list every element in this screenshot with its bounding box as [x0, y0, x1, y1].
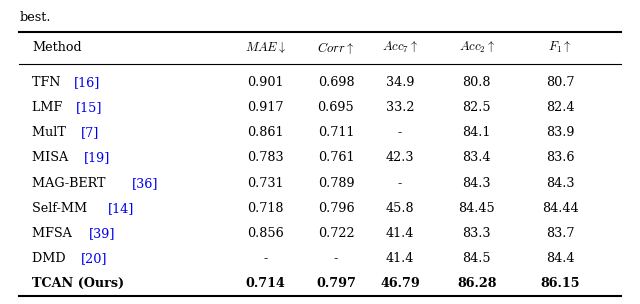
Text: 83.4: 83.4	[463, 151, 491, 164]
Text: $Acc_7\uparrow$: $Acc_7\uparrow$	[382, 40, 418, 55]
Text: -: -	[264, 252, 268, 265]
Text: MFSA: MFSA	[32, 227, 76, 240]
Text: 0.856: 0.856	[247, 227, 284, 240]
Text: [19]: [19]	[84, 151, 110, 164]
Text: 83.3: 83.3	[463, 227, 491, 240]
Text: 84.3: 84.3	[463, 177, 491, 190]
Text: 86.28: 86.28	[457, 277, 497, 290]
Text: 84.5: 84.5	[463, 252, 491, 265]
Text: TFN: TFN	[32, 76, 65, 89]
Text: 86.15: 86.15	[540, 277, 580, 290]
Text: 83.6: 83.6	[546, 151, 574, 164]
Text: 84.44: 84.44	[541, 202, 579, 215]
Text: LMF: LMF	[32, 101, 67, 114]
Text: 0.901: 0.901	[247, 76, 284, 89]
Text: [14]: [14]	[108, 202, 134, 215]
Text: MulT: MulT	[32, 126, 70, 139]
Text: $Acc_2\uparrow$: $Acc_2\uparrow$	[459, 40, 495, 55]
Text: $MAE\downarrow$: $MAE\downarrow$	[244, 40, 287, 55]
Text: -: -	[334, 252, 338, 265]
Text: [16]: [16]	[74, 76, 100, 89]
Text: -: -	[398, 177, 402, 190]
Text: 41.4: 41.4	[386, 252, 414, 265]
Text: [15]: [15]	[76, 101, 102, 114]
Text: 0.718: 0.718	[247, 202, 284, 215]
Text: 0.698: 0.698	[317, 76, 355, 89]
Text: $Corr\uparrow$: $Corr\uparrow$	[317, 40, 355, 56]
Text: 83.7: 83.7	[546, 227, 574, 240]
Text: [36]: [36]	[132, 177, 159, 190]
Text: 0.714: 0.714	[246, 277, 285, 290]
Text: 0.783: 0.783	[247, 151, 284, 164]
Text: MAG-BERT: MAG-BERT	[32, 177, 109, 190]
Text: 0.797: 0.797	[316, 277, 356, 290]
Text: [20]: [20]	[81, 252, 107, 265]
Text: 41.4: 41.4	[386, 227, 414, 240]
Text: 45.8: 45.8	[386, 202, 414, 215]
Text: MISA: MISA	[32, 151, 72, 164]
Text: 42.3: 42.3	[386, 151, 414, 164]
Text: 34.9: 34.9	[386, 76, 414, 89]
Text: $F_1\uparrow$: $F_1\uparrow$	[548, 40, 572, 55]
Text: TCAN (Ours): TCAN (Ours)	[32, 277, 124, 290]
Text: 84.45: 84.45	[458, 202, 495, 215]
Text: 0.731: 0.731	[247, 177, 284, 190]
Text: 82.4: 82.4	[546, 101, 574, 114]
Text: 46.79: 46.79	[380, 277, 420, 290]
Text: 0.789: 0.789	[317, 177, 355, 190]
Text: [39]: [39]	[88, 227, 115, 240]
Text: 84.4: 84.4	[546, 252, 574, 265]
Text: 84.3: 84.3	[546, 177, 574, 190]
Text: 33.2: 33.2	[386, 101, 414, 114]
Text: DMD: DMD	[32, 252, 70, 265]
Text: 82.5: 82.5	[463, 101, 491, 114]
Text: Method: Method	[32, 41, 82, 54]
Text: -: -	[398, 126, 402, 139]
Text: 0.722: 0.722	[317, 227, 355, 240]
Text: best.: best.	[19, 11, 51, 24]
Text: 0.695: 0.695	[317, 101, 355, 114]
Text: 84.1: 84.1	[463, 126, 491, 139]
Text: 80.8: 80.8	[463, 76, 491, 89]
Text: 0.796: 0.796	[317, 202, 355, 215]
Text: 0.861: 0.861	[247, 126, 284, 139]
Text: 80.7: 80.7	[546, 76, 574, 89]
Text: 0.761: 0.761	[317, 151, 355, 164]
Text: 0.917: 0.917	[247, 101, 284, 114]
Text: [7]: [7]	[81, 126, 99, 139]
Text: Self-MM: Self-MM	[32, 202, 91, 215]
Text: 0.711: 0.711	[318, 126, 354, 139]
Text: 83.9: 83.9	[546, 126, 574, 139]
